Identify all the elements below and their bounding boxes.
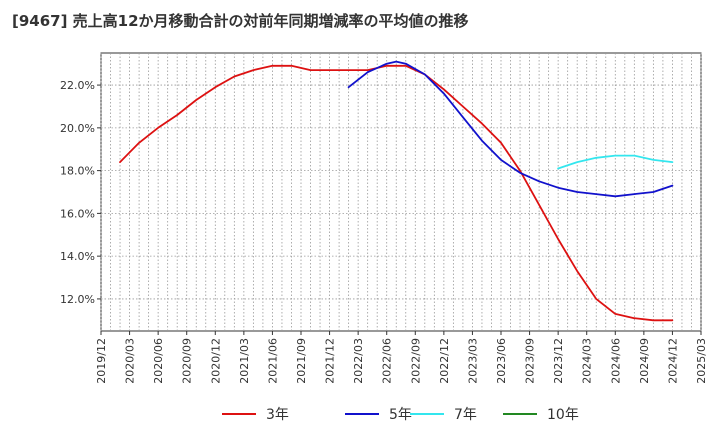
x-tick-label: 2025/03 <box>695 338 708 384</box>
legend-label-7年: 7年 <box>454 407 477 423</box>
x-tick-label: 2020/09 <box>181 338 194 384</box>
x-axis: 2019/12 2020/03 2020/06 2020/09 2020/12 2021/… <box>95 331 708 384</box>
grid-lines <box>100 53 702 331</box>
x-tick-label: 2022/12 <box>438 338 451 384</box>
y-tick-label: 18.0% <box>60 165 95 178</box>
y-tick-label: 12.0% <box>60 293 95 306</box>
y-axis: 12.0% 14.0% 16.0% 18.0% 20.0% 22.0% <box>60 79 101 306</box>
x-tick-label: 2024/06 <box>609 338 622 384</box>
series-line-5年 <box>347 60 674 198</box>
x-tick-label: 2020/12 <box>209 338 222 384</box>
x-tick-label: 2021/09 <box>295 338 308 384</box>
series-line-3年 <box>119 64 674 322</box>
legend-label-5年: 5年 <box>389 407 412 423</box>
x-tick-label: 2020/03 <box>124 338 137 384</box>
x-tick-label: 2024/09 <box>638 338 651 384</box>
y-tick-label: 16.0% <box>60 207 95 220</box>
x-tick-label: 2023/12 <box>552 338 565 384</box>
x-tick-label: 2022/06 <box>381 338 394 384</box>
y-tick-label: 20.0% <box>60 122 95 135</box>
series-layer <box>119 60 674 322</box>
plot-area <box>100 52 702 332</box>
series-line-7年 <box>557 154 674 170</box>
x-tick-label: 2023/03 <box>466 338 479 384</box>
x-tick-label: 2021/06 <box>266 338 279 384</box>
x-tick-label: 2022/03 <box>352 338 365 384</box>
legend: 3年 5年 7年 10年 <box>222 407 579 423</box>
y-tick-label: 22.0% <box>60 79 95 92</box>
x-tick-label: 2021/03 <box>238 338 251 384</box>
x-tick-label: 2024/12 <box>666 338 679 384</box>
x-tick-label: 2023/06 <box>495 338 508 384</box>
x-tick-label: 2021/12 <box>324 338 337 384</box>
legend-label-10年: 10年 <box>547 407 579 423</box>
chart-title: [9467] 売上高12か月移動合計の対前年同期増減率の平均値の推移 <box>12 12 469 30</box>
x-tick-label: 2022/09 <box>409 338 422 384</box>
x-tick-label: 2024/03 <box>581 338 594 384</box>
y-tick-label: 14.0% <box>60 250 95 263</box>
x-tick-label: 2023/09 <box>524 338 537 384</box>
plot-frame <box>100 52 702 332</box>
x-tick-label: 2019/12 <box>95 338 108 384</box>
legend-label-3年: 3年 <box>266 407 289 423</box>
x-tick-label: 2020/06 <box>152 338 165 384</box>
